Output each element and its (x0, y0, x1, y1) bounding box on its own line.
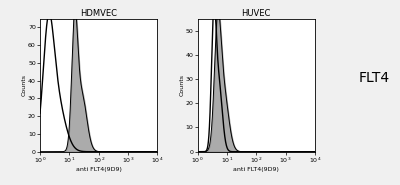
Text: FLT4: FLT4 (358, 71, 390, 85)
Title: HUVEC: HUVEC (242, 9, 271, 18)
Y-axis label: Counts: Counts (179, 74, 184, 96)
X-axis label: anti FLT4(9D9): anti FLT4(9D9) (76, 166, 122, 171)
Title: HDMVEC: HDMVEC (80, 9, 117, 18)
X-axis label: anti FLT4(9D9): anti FLT4(9D9) (233, 166, 279, 171)
Y-axis label: Counts: Counts (22, 74, 26, 96)
